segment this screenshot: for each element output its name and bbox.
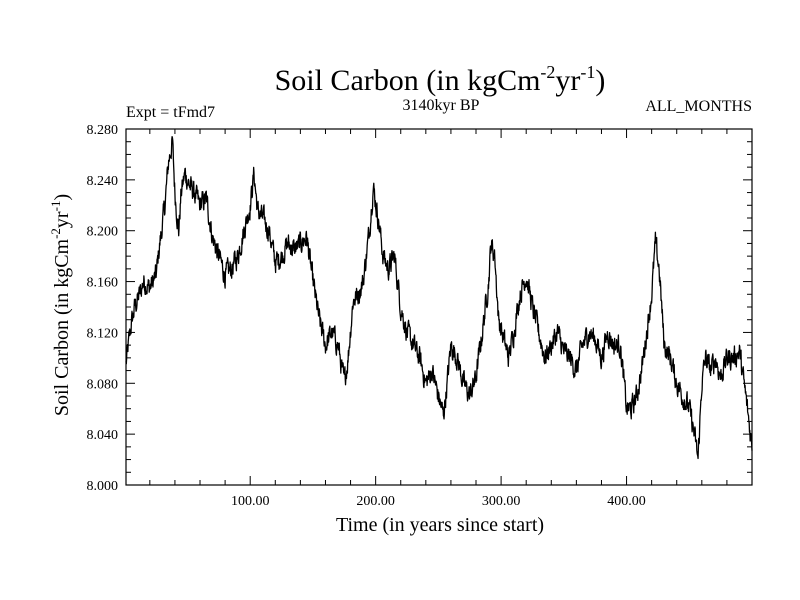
x-tick-label-2: 300.00 bbox=[482, 494, 521, 509]
chart-title-end: ) bbox=[595, 64, 605, 97]
soil-carbon-line bbox=[125, 135, 753, 460]
y-tick-label-3: 8.120 bbox=[87, 326, 119, 341]
y-axis-label-mid: yr bbox=[51, 211, 73, 228]
y-axis-label-end: ) bbox=[51, 194, 73, 201]
y-tick-label-5: 8.200 bbox=[87, 225, 119, 240]
months-label: ALL_MONTHS bbox=[645, 98, 752, 115]
x-tick-label-0: 100.00 bbox=[231, 494, 270, 509]
x-axis-label: Time (in years since start) bbox=[336, 514, 544, 536]
chart-title-sup2: -1 bbox=[580, 62, 595, 82]
x-tick-label-1: 200.00 bbox=[356, 494, 395, 509]
y-tick-label-4: 8.160 bbox=[87, 276, 119, 291]
y-axis-label-sup1: -2 bbox=[48, 228, 63, 239]
chart-title-mid: yr bbox=[555, 64, 580, 97]
data-series bbox=[125, 135, 753, 460]
y-tick-label-6: 8.240 bbox=[87, 174, 119, 189]
chart-title-sup1: -2 bbox=[540, 62, 555, 82]
y-tick-label-7: 8.280 bbox=[87, 123, 119, 138]
y-axis-label-main: Soil Carbon (in kgCm bbox=[51, 238, 73, 416]
y-tick-label-1: 8.040 bbox=[87, 428, 119, 443]
chart-title-main: Soil Carbon (in kgCm bbox=[275, 64, 541, 97]
time-period-label: 3140kyr BP bbox=[403, 97, 480, 114]
chart-title: Soil Carbon (in kgCm-2yr-1) bbox=[275, 62, 606, 97]
y-tick-label-0: 8.000 bbox=[87, 479, 119, 494]
x-tick-label-3: 400.00 bbox=[607, 494, 646, 509]
experiment-label: Expt = tFmd7 bbox=[126, 104, 215, 121]
plot-frame bbox=[125, 128, 753, 486]
y-axis-label: Soil Carbon (in kgCm-2yr-1) bbox=[48, 194, 73, 416]
axis-ticks: 8.000 8.040 8.080 8.120 8.160 8.200 8.240 8.280… bbox=[87, 123, 752, 509]
y-axis-label-sup2: -1 bbox=[48, 201, 63, 212]
y-tick-label-2: 8.080 bbox=[87, 377, 119, 392]
